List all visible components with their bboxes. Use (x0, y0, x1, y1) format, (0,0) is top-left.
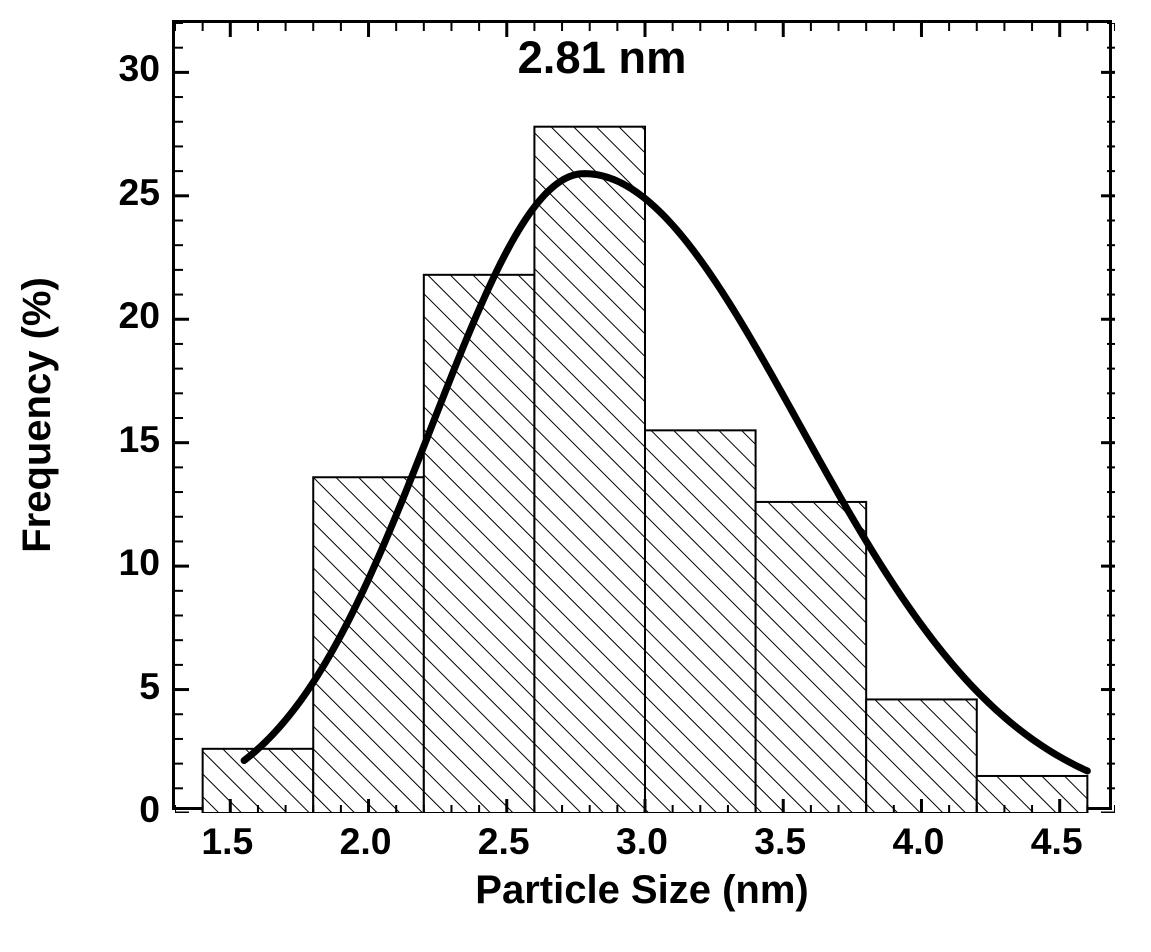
x-tick-label: 3.5 (750, 820, 810, 863)
x-tick-label: 2.5 (474, 820, 534, 863)
y-axis-label: Frequency (%) (15, 277, 60, 553)
y-tick-label: 0 (139, 788, 160, 831)
histogram-bar (313, 477, 424, 813)
x-tick-label: 4.0 (888, 820, 948, 863)
x-tick-label: 1.5 (197, 820, 257, 863)
y-tick-label: 10 (118, 541, 160, 584)
x-axis-label: Particle Size (nm) (475, 868, 808, 913)
x-tick-label: 4.5 (1027, 820, 1087, 863)
plot-svg (175, 23, 1115, 813)
plot-area (172, 20, 1112, 810)
y-tick-label: 30 (118, 47, 160, 90)
y-tick-label: 15 (118, 418, 160, 461)
histogram-chart: Frequency (%) Particle Size (nm) 2.81 nm… (0, 0, 1151, 952)
x-tick-label: 2.0 (336, 820, 396, 863)
histogram-bar (756, 502, 867, 813)
histogram-bar (534, 127, 645, 813)
histogram-bar (424, 275, 535, 813)
histogram-bar (645, 430, 756, 813)
y-tick-label: 25 (118, 171, 160, 214)
x-tick-label: 3.0 (612, 820, 672, 863)
histogram-bar (866, 699, 977, 813)
mean-annotation: 2.81 nm (518, 32, 687, 84)
y-tick-label: 20 (118, 294, 160, 337)
y-tick-label: 5 (139, 665, 160, 708)
histogram-bar (203, 749, 314, 813)
